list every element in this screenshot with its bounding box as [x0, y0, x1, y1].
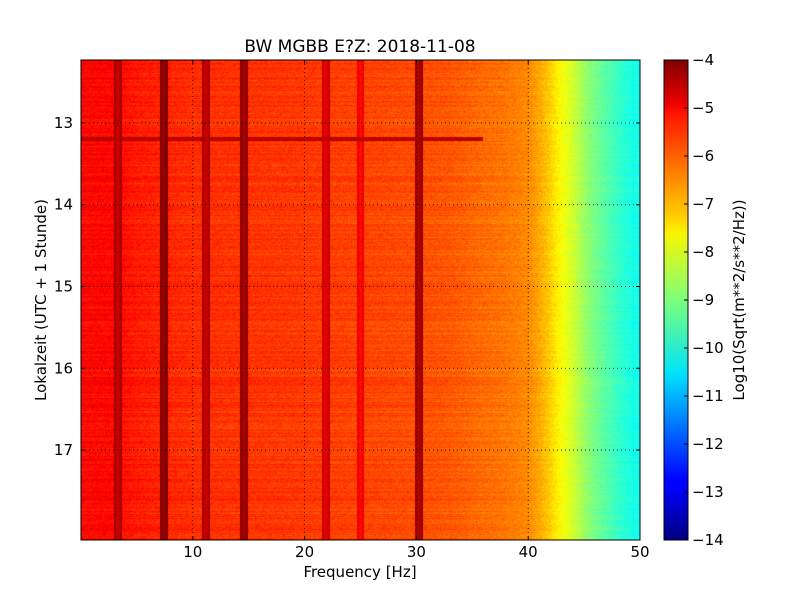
grid-lines [81, 60, 640, 540]
colorbar-label: Log10(Sqrt(m**2/s**2/Hz)) [730, 199, 748, 400]
y-tick-label: 14 [54, 196, 73, 214]
y-tick-label: 17 [54, 441, 73, 459]
x-tick-label: 10 [183, 543, 202, 561]
colorbar-tick-label: −8 [692, 243, 714, 261]
colorbar-tick-label: −14 [692, 531, 724, 549]
y-tick-label: 13 [54, 114, 73, 132]
x-tick-label: 20 [295, 543, 314, 561]
colorbar-tick-label: −6 [692, 147, 714, 165]
y-tick-label: 16 [54, 359, 73, 377]
colorbar-tick-label: −7 [692, 195, 714, 213]
colorbar-ticks: −4 −5 −6 −7 −8 −9 −10 −11 −12 −13 −14 [684, 51, 724, 549]
spectrogram-heatmap [81, 60, 640, 540]
y-axis-ticks: 13 14 15 16 17 [54, 114, 640, 459]
y-tick-label: 15 [54, 278, 73, 296]
x-tick-label: 40 [519, 543, 538, 561]
x-tick-label: 30 [407, 543, 426, 561]
colorbar-tick-label: −4 [692, 51, 714, 69]
colorbar-tick-label: −13 [692, 483, 724, 501]
colorbar-tick-label: −9 [692, 291, 714, 309]
colorbar-tick-label: −11 [692, 387, 724, 405]
chart-title: BW MGBB E?Z: 2018-11-08 [244, 37, 475, 57]
colorbar-tick-label: −12 [692, 435, 724, 453]
x-axis-ticks: 10 20 30 40 50 [183, 60, 650, 561]
colorbar-tick-label: −10 [692, 339, 724, 357]
x-tick-label: 50 [630, 543, 649, 561]
colorbar-tick-label: −5 [692, 99, 714, 117]
y-axis-label: Lokalzeit (UTC + 1 Stunde) [32, 199, 50, 401]
colorbar: −4 −5 −6 −7 −8 −9 −10 −11 −12 −13 −14 Log10(Sqrt(m… [663, 51, 748, 549]
plot-area: 10 20 30 40 50 13 14 15 16 17 [54, 59, 650, 561]
x-axis-label: Frequency [Hz] [303, 563, 416, 581]
plot-frame [80, 59, 641, 541]
